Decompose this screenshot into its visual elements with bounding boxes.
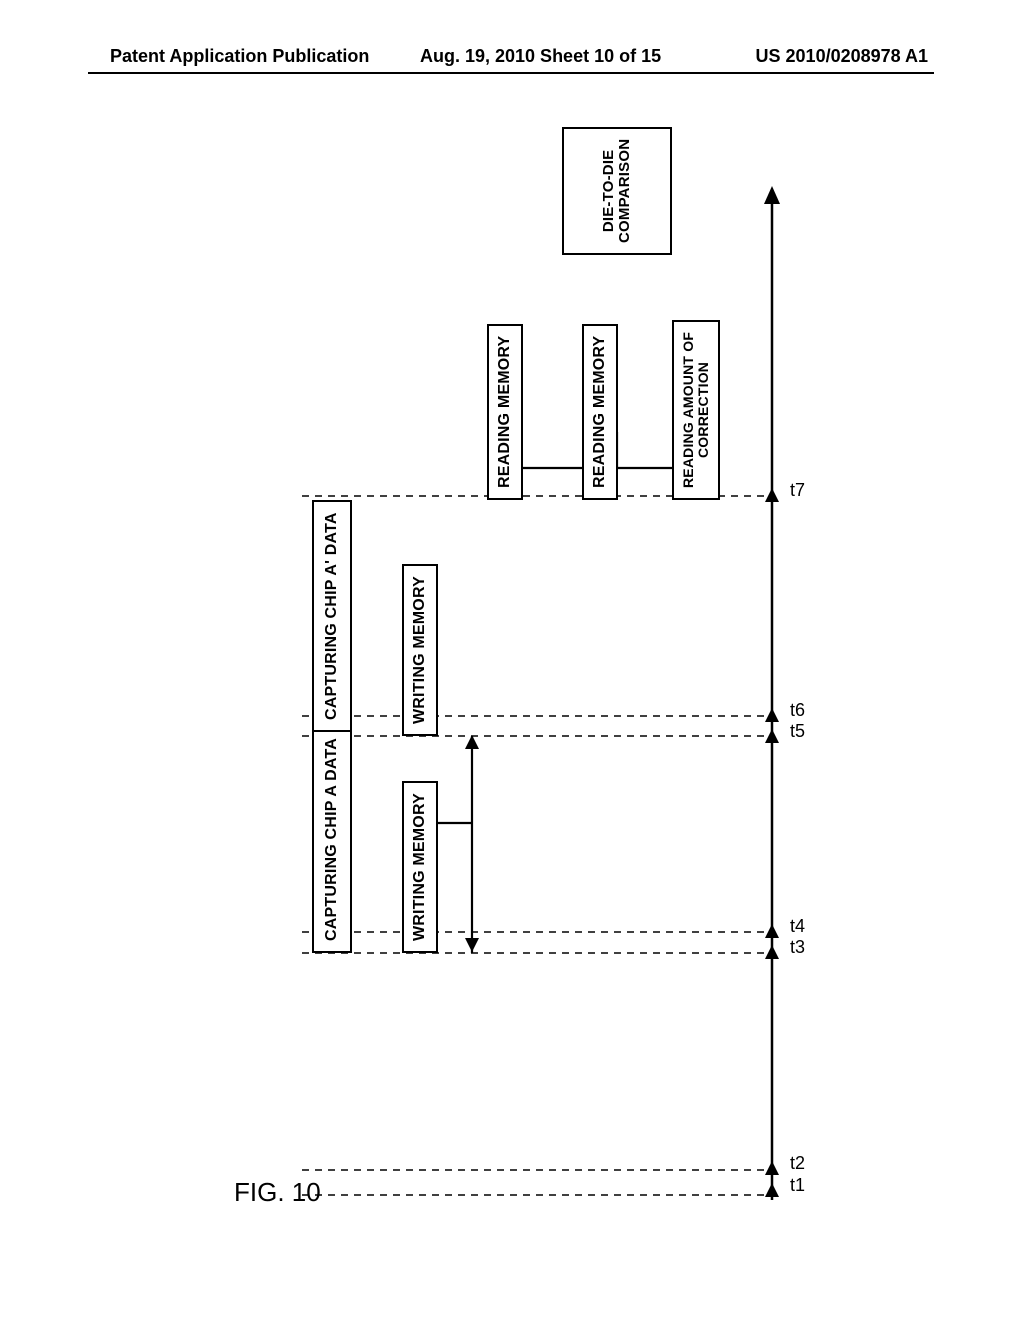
- box-rm1-inner: READING MEMORY: [487, 324, 523, 500]
- box-capAp: CAPTURING CHIP A' DATA: [312, 500, 352, 732]
- box-rm1: READING MEMORY: [487, 324, 523, 500]
- page: Patent Application Publication Aug. 19, …: [0, 0, 1024, 1320]
- box-rm2: READING MEMORY: [582, 324, 618, 500]
- tick-t6: t6: [790, 700, 805, 721]
- tick-t4: t4: [790, 916, 805, 937]
- box-capA: CAPTURING CHIP A DATA: [312, 726, 352, 953]
- header-left: Patent Application Publication: [110, 46, 369, 67]
- box-rac: READING AMOUNT OFCORRECTION: [672, 320, 720, 500]
- box-rac-inner: READING AMOUNT OFCORRECTION: [672, 320, 720, 500]
- box-capAp-inner: CAPTURING CHIP A' DATA: [312, 500, 352, 732]
- tick-t1: t1: [790, 1175, 805, 1196]
- tick-t2: t2: [790, 1153, 805, 1174]
- tick-t3: t3: [790, 937, 805, 958]
- header-right: US 2010/0208978 A1: [756, 46, 928, 67]
- header-rule: [88, 72, 934, 74]
- figure-svg: [272, 170, 842, 1220]
- figure-10: FIG. 10 CAPTURING CHIP A DATACAPTURING C…: [272, 170, 842, 1220]
- box-wm2-inner: WRITING MEMORY: [402, 564, 438, 736]
- header-center: Aug. 19, 2010 Sheet 10 of 15: [420, 46, 661, 67]
- box-d2d: DIE-TO-DIECOMPARISON: [562, 127, 672, 255]
- box-wm1: WRITING MEMORY: [402, 781, 438, 953]
- box-rm2-inner: READING MEMORY: [582, 324, 618, 500]
- box-d2d-inner: DIE-TO-DIECOMPARISON: [562, 127, 672, 255]
- tick-t5: t5: [790, 721, 805, 742]
- tick-t7: t7: [790, 480, 805, 501]
- box-wm1-inner: WRITING MEMORY: [402, 781, 438, 953]
- box-capA-inner: CAPTURING CHIP A DATA: [312, 726, 352, 953]
- box-wm2: WRITING MEMORY: [402, 564, 438, 736]
